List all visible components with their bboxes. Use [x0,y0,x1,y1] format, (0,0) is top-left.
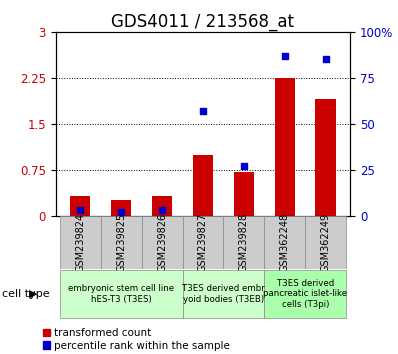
Text: ▶: ▶ [29,289,37,299]
Text: GSM239828: GSM239828 [239,213,249,272]
Legend: transformed count, percentile rank within the sample: transformed count, percentile rank withi… [43,328,230,350]
Bar [60,216,101,269]
Point [322,57,329,62]
Text: GSM239824: GSM239824 [75,213,85,272]
Text: GSM239825: GSM239825 [116,213,126,272]
Text: T3ES derived embr
yoid bodies (T3EB): T3ES derived embr yoid bodies (T3EB) [182,284,265,303]
Point [282,53,288,59]
Text: GSM362248: GSM362248 [280,213,290,272]
Bar [305,216,346,269]
Bar [183,270,264,318]
Point [159,207,165,213]
Bar [183,216,223,269]
Bar [101,216,142,269]
Text: GSM362249: GSM362249 [321,213,331,272]
Bar [316,99,336,216]
Point [241,164,247,169]
Text: GSM239827: GSM239827 [198,213,208,272]
Bar [193,155,213,216]
Text: embryonic stem cell line
hES-T3 (T3ES): embryonic stem cell line hES-T3 (T3ES) [68,284,174,303]
Bar [152,196,172,216]
Text: T3ES derived
pancreatic islet-like
cells (T3pi): T3ES derived pancreatic islet-like cells… [263,279,347,309]
Bar [264,216,305,269]
Point [200,108,206,114]
Point [118,210,124,215]
Bar [264,270,346,318]
Bar [60,270,183,318]
Bar [142,216,183,269]
Text: cell type: cell type [2,289,50,299]
Point [77,207,84,213]
Title: GDS4011 / 213568_at: GDS4011 / 213568_at [111,13,295,30]
Bar [234,172,254,216]
Text: GSM239826: GSM239826 [157,213,167,272]
Bar [70,196,90,216]
Bar [223,216,264,269]
Bar [111,200,131,216]
Bar [275,78,295,216]
